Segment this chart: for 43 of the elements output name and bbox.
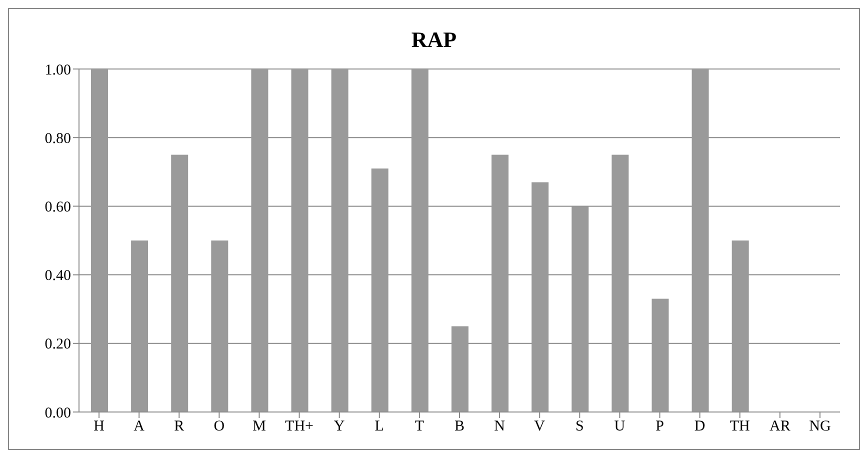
y-tick-label: 0.20 [44,336,71,353]
x-tick-label: A [134,418,145,435]
x-tick-label: H [94,418,105,435]
x-tick-label: T [414,418,424,435]
x-tick-label: R [174,418,184,435]
bar [612,154,629,412]
bar [91,69,108,412]
bar [171,154,188,412]
x-tick-label: NG [809,418,831,435]
bar [411,69,428,412]
y-tick-label: 0.80 [44,130,71,147]
bar [331,69,348,412]
bar [732,240,749,412]
chart-title: RAP [410,27,458,53]
bar [211,240,228,412]
x-tick-label: O [214,418,225,435]
bar [572,206,589,412]
x-tick-label: U [614,418,626,435]
y-tick-label: 1.00 [44,62,71,78]
x-tick-label: M [252,418,266,435]
x-tick-label: N [494,418,506,435]
x-tick-label: Y [334,418,345,435]
bar [532,182,549,412]
x-tick-label: V [534,418,546,435]
x-tick-label: B [454,418,465,435]
bar [291,69,308,412]
x-tick-label: TH+ [285,418,314,435]
x-tick-label: P [656,418,664,435]
x-tick-label: D [694,418,706,435]
bar [371,168,388,412]
bar [692,69,709,412]
y-tick-label: 0.60 [44,200,71,216]
x-tick-label: L [374,418,384,435]
bar [451,326,468,412]
y-tick-label: 0.40 [44,268,71,284]
bar [652,298,669,412]
x-tick-label: AR [770,418,790,435]
bar [492,154,509,412]
x-tick-label: S [575,418,584,435]
y-tick-label: 0.00 [44,405,71,422]
x-tick-label: TH [730,418,750,435]
bar [251,69,268,412]
bar [131,240,148,412]
